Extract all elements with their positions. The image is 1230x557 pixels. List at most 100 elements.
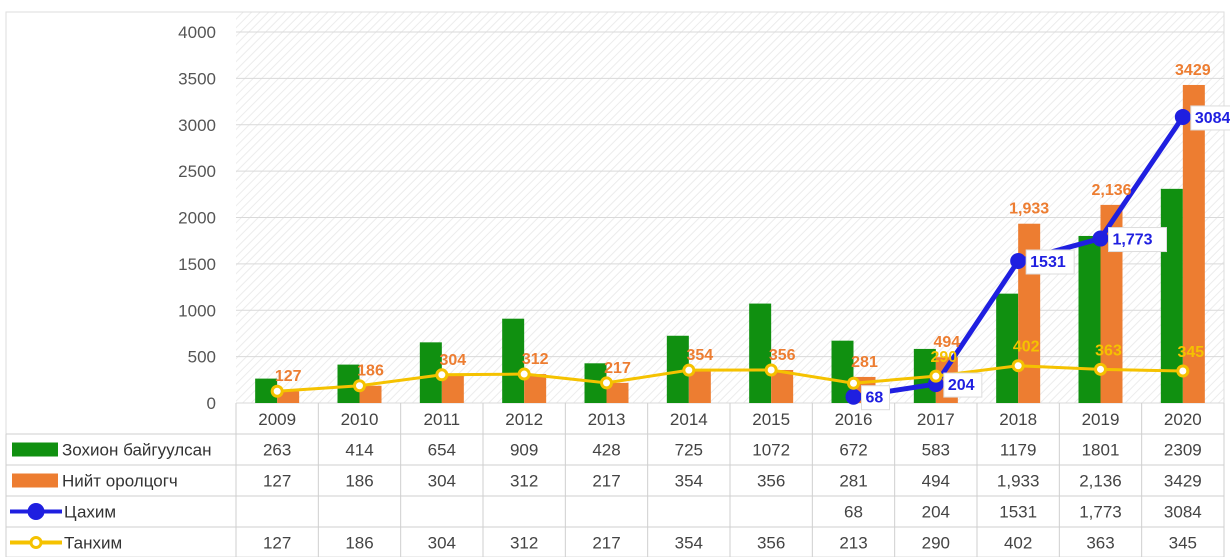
bar xyxy=(1182,84,1205,403)
point xyxy=(517,367,531,381)
data-label: 127 xyxy=(275,368,302,385)
data-label-box xyxy=(1190,105,1230,131)
y-tick-label: 0 xyxy=(207,394,216,413)
point xyxy=(1094,362,1107,376)
bar xyxy=(524,374,547,403)
table-cell: 217 xyxy=(592,472,620,491)
x-tick-label: 2014 xyxy=(670,410,708,429)
y-tick-label: 1000 xyxy=(178,301,216,320)
x-tick-label: 2019 xyxy=(1082,410,1120,429)
table-cell: 725 xyxy=(675,441,703,460)
bar xyxy=(441,374,464,403)
table-cell: 414 xyxy=(345,441,373,460)
legend-key-marker xyxy=(29,536,43,549)
table-cell: 363 xyxy=(1086,534,1114,553)
data-label: 304 xyxy=(439,352,466,369)
data-label: 290 xyxy=(930,349,957,366)
data-label: 494 xyxy=(933,334,960,351)
point xyxy=(1174,108,1191,125)
x-tick-label: 2011 xyxy=(424,410,461,429)
table-cell: 217 xyxy=(592,534,620,553)
data-label: 402 xyxy=(1013,339,1040,356)
bar xyxy=(337,364,360,403)
legend-label: Зохион байгуулсан xyxy=(62,441,211,460)
table-cell: 312 xyxy=(510,472,538,491)
table-cell: 354 xyxy=(675,472,703,491)
point xyxy=(270,384,284,398)
table-cell: 68 xyxy=(844,503,863,522)
point xyxy=(1092,230,1109,247)
x-tick-label: 2018 xyxy=(999,410,1037,429)
table-cell: 654 xyxy=(428,441,456,460)
table-cell: 186 xyxy=(345,472,373,491)
plot-area-background xyxy=(236,12,1224,403)
bar xyxy=(419,342,442,403)
bar xyxy=(502,318,525,403)
data-label: 68 xyxy=(866,390,884,407)
table-cell: 1801 xyxy=(1082,441,1120,460)
data-label: 204 xyxy=(948,377,975,394)
x-tick-label: 2013 xyxy=(588,410,626,429)
table-cell: 1531 xyxy=(999,503,1037,522)
data-label: 217 xyxy=(604,360,631,377)
y-tick-label: 3000 xyxy=(178,116,216,135)
table-cell: 2,136 xyxy=(1079,472,1122,491)
table-cell: 263 xyxy=(263,441,291,460)
data-label: 363 xyxy=(1095,342,1122,359)
table-cell: 402 xyxy=(1004,534,1032,553)
point xyxy=(764,363,778,377)
table-cell: 1,773 xyxy=(1079,503,1122,522)
data-label: 186 xyxy=(357,363,384,380)
point xyxy=(1011,359,1025,373)
legend-key xyxy=(12,442,58,457)
x-tick-label: 2017 xyxy=(917,410,955,429)
legend-label: Нийт оролцогч xyxy=(62,472,178,491)
table-cell: 213 xyxy=(839,534,867,553)
data-label: 1,773 xyxy=(1113,232,1153,249)
bar xyxy=(1078,235,1101,403)
x-tick-label: 2010 xyxy=(341,410,379,429)
data-label-box xyxy=(943,372,983,398)
table-cell: 312 xyxy=(510,534,538,553)
data-label: 312 xyxy=(522,351,549,368)
table-cell: 3429 xyxy=(1164,472,1202,491)
table-cell: 127 xyxy=(263,534,291,553)
point xyxy=(1176,364,1190,378)
data-label: 1,933 xyxy=(1009,201,1049,218)
y-tick-label: 2000 xyxy=(178,209,216,228)
x-tick-label: 2009 xyxy=(258,410,296,429)
y-tick-label: 2500 xyxy=(178,162,216,181)
table-cell: 583 xyxy=(922,441,950,460)
table-cell: 672 xyxy=(839,441,867,460)
chart-border xyxy=(5,11,1225,557)
point xyxy=(845,388,862,405)
legend-label: Танхим xyxy=(64,534,122,553)
table-cell: 2309 xyxy=(1164,441,1202,460)
y-tick-label: 4000 xyxy=(178,23,216,42)
x-tick-label: 2020 xyxy=(1164,410,1202,429)
data-label-box xyxy=(1108,227,1167,253)
bar xyxy=(749,303,772,403)
series-line xyxy=(277,364,1183,393)
table-cell: 356 xyxy=(757,472,785,491)
data-label: 356 xyxy=(769,347,796,364)
table-cell: 127 xyxy=(263,472,291,491)
bar xyxy=(277,391,300,403)
legend-key-marker xyxy=(27,503,45,520)
table-cell: 494 xyxy=(922,472,950,491)
legend-label: Цахим xyxy=(64,503,116,522)
x-tick-label: 2016 xyxy=(835,410,873,429)
point xyxy=(847,376,860,390)
bar xyxy=(688,370,711,403)
table-cell: 1072 xyxy=(752,441,790,460)
data-label: 354 xyxy=(686,347,713,364)
point xyxy=(1010,252,1027,269)
x-tick-label: 2015 xyxy=(752,410,790,429)
data-label: 2,136 xyxy=(1091,182,1131,199)
table-cell: 428 xyxy=(592,441,620,460)
bar xyxy=(606,382,629,403)
bar xyxy=(1100,204,1123,403)
table-cell: 909 xyxy=(510,441,538,460)
point xyxy=(682,363,696,377)
